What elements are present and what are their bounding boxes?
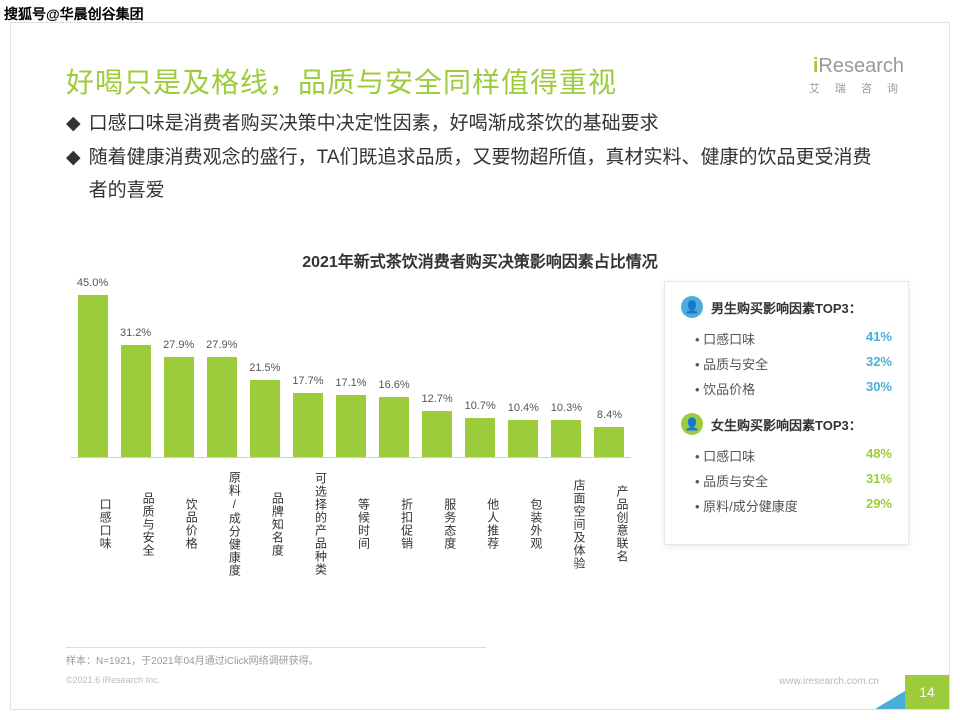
bar-value-label: 31.2% [120, 327, 151, 339]
page-number: 14 [905, 675, 949, 709]
bar [207, 357, 237, 457]
x-axis-label: 可选择的产品种类 [286, 464, 329, 584]
panel-row-value: 32% [866, 354, 892, 373]
bar-value-label: 10.3% [551, 402, 582, 414]
watermark-text: 搜狐号@华晨创谷集团 [4, 4, 144, 24]
bar [293, 393, 323, 457]
bar-wrap: 10.4% [502, 420, 545, 457]
bar-value-label: 27.9% [206, 339, 237, 351]
bar-value-label: 27.9% [163, 339, 194, 351]
panel-row-value: 29% [866, 496, 892, 515]
bar-value-label: 10.4% [508, 402, 539, 414]
panel-row-label: 原料/成分健康度 [695, 496, 798, 515]
logo-text: iResearch [809, 55, 904, 78]
bar-wrap: 45.0% [71, 295, 114, 457]
panel-row-value: 31% [866, 471, 892, 490]
person-icon: 👤 [681, 413, 703, 435]
chart-title: 2021年新式茶饮消费者购买决策影响因素占比情况 [11, 248, 949, 272]
bar-value-label: 10.7% [465, 400, 496, 412]
panel-section: 👤 男生购买影响因素TOP3： 口感口味 41% 品质与安全 32% 饮品价格 30% [681, 296, 892, 401]
logo-block: iResearch 艾 瑞 咨 询 [809, 55, 904, 96]
bar-value-label: 21.5% [249, 362, 280, 374]
bar [422, 411, 452, 457]
bar-value-label: 8.4% [597, 409, 622, 421]
person-icon: 👤 [681, 296, 703, 318]
x-axis-label: 店面空间及体验 [545, 464, 588, 584]
bar-wrap: 10.3% [545, 420, 588, 457]
bullet-item: ◆随着健康消费观念的盛行，TA们既追求品质，又要物超所值，真材实料、健康的饮品更… [66, 142, 886, 207]
panel-row: 原料/成分健康度 29% [681, 493, 892, 518]
slide-title: 好喝只是及格线，品质与安全同样值得重视 [66, 61, 617, 101]
x-axis-label: 他人推荐 [459, 464, 502, 584]
x-axis-label: 等候时间 [329, 464, 372, 584]
panel-title: 女生购买影响因素TOP3： [711, 415, 862, 434]
bar-wrap: 10.7% [459, 418, 502, 457]
panel-head: 👤 男生购买影响因素TOP3： [681, 296, 892, 318]
bar-wrap: 31.2% [114, 345, 157, 457]
panel-row: 品质与安全 31% [681, 468, 892, 493]
diamond-icon: ◆ [66, 108, 81, 140]
bar-wrap: 27.9% [200, 357, 243, 457]
logo-subtitle: 艾 瑞 咨 询 [809, 80, 904, 96]
x-axis-label: 饮品价格 [157, 464, 200, 584]
bar [379, 397, 409, 457]
panel-row-value: 30% [866, 379, 892, 398]
panel-row: 品质与安全 32% [681, 351, 892, 376]
bar-value-label: 17.7% [292, 375, 323, 387]
panel-row-label: 品质与安全 [695, 471, 768, 490]
copyright-text: ©2021.6 iResearch Inc. [66, 675, 160, 685]
bar [164, 357, 194, 457]
bar [336, 395, 366, 457]
bar-value-label: 12.7% [422, 393, 453, 405]
panel-row-label: 口感口味 [695, 446, 755, 465]
bar [508, 420, 538, 457]
panel-row-label: 口感口味 [695, 329, 755, 348]
bar-wrap: 17.1% [329, 395, 372, 457]
diamond-icon: ◆ [66, 142, 81, 207]
bar-wrap: 12.7% [416, 411, 459, 457]
bar-wrap: 27.9% [157, 357, 200, 457]
panel-row-value: 41% [866, 329, 892, 348]
x-axis-label: 包装外观 [502, 464, 545, 584]
slide-container: 好喝只是及格线，品质与安全同样值得重视 iResearch 艾 瑞 咨 询 ◆口… [10, 22, 950, 710]
panel-row: 口感口味 41% [681, 326, 892, 351]
bar [121, 345, 151, 457]
x-axis-label: 服务态度 [416, 464, 459, 584]
bar [465, 418, 495, 457]
panel-row-value: 48% [866, 446, 892, 465]
x-axis-label: 品质与安全 [114, 464, 157, 584]
x-axis-label: 品牌知名度 [243, 464, 286, 584]
bar [78, 295, 108, 457]
bar [551, 420, 581, 457]
panel-row-label: 品质与安全 [695, 354, 768, 373]
x-axis-label: 产品创意联名 [588, 464, 631, 584]
bar-wrap: 8.4% [588, 427, 631, 457]
bar-value-label: 16.6% [378, 379, 409, 391]
bullet-item: ◆口感口味是消费者购买决策中决定性因素，好喝渐成茶饮的基础要求 [66, 108, 886, 140]
x-axis-label: 折扣促销 [373, 464, 416, 584]
bullet-text: 口感口味是消费者购买决策中决定性因素，好喝渐成茶饮的基础要求 [89, 108, 659, 140]
bullet-text: 随着健康消费观念的盛行，TA们既追求品质，又要物超所值，真材实料、健康的饮品更受… [89, 142, 886, 207]
side-panel: 👤 男生购买影响因素TOP3： 口感口味 41% 品质与安全 32% 饮品价格 30% 👤 女生购… [664, 281, 909, 545]
bar-wrap: 21.5% [243, 380, 286, 457]
corner-decoration [875, 691, 905, 709]
x-axis-label: 口感口味 [71, 464, 114, 584]
panel-section: 👤 女生购买影响因素TOP3： 口感口味 48% 品质与安全 31% 原料/成分健康度 29% [681, 413, 892, 518]
sample-note: 样本：N=1921，于2021年04月通过iClick网络调研获得。 [66, 647, 486, 667]
panel-head: 👤 女生购买影响因素TOP3： [681, 413, 892, 435]
bar-wrap: 16.6% [373, 397, 416, 457]
panel-row: 饮品价格 30% [681, 376, 892, 401]
x-axis-label: 原料/成分健康度 [200, 464, 243, 584]
bar-value-label: 45.0% [77, 277, 108, 289]
panel-row: 口感口味 48% [681, 443, 892, 468]
website-text: www.iresearch.com.cn [779, 676, 879, 687]
panel-row-label: 饮品价格 [695, 379, 755, 398]
bar-chart: 45.0%31.2%27.9%27.9%21.5%17.7%17.1%16.6%… [71, 278, 631, 578]
panel-title: 男生购买影响因素TOP3： [711, 298, 862, 317]
bullet-list: ◆口感口味是消费者购买决策中决定性因素，好喝渐成茶饮的基础要求 ◆随着健康消费观… [66, 108, 886, 209]
bar-value-label: 17.1% [335, 377, 366, 389]
bar-wrap: 17.7% [286, 393, 329, 457]
bar [594, 427, 624, 457]
bar [250, 380, 280, 457]
